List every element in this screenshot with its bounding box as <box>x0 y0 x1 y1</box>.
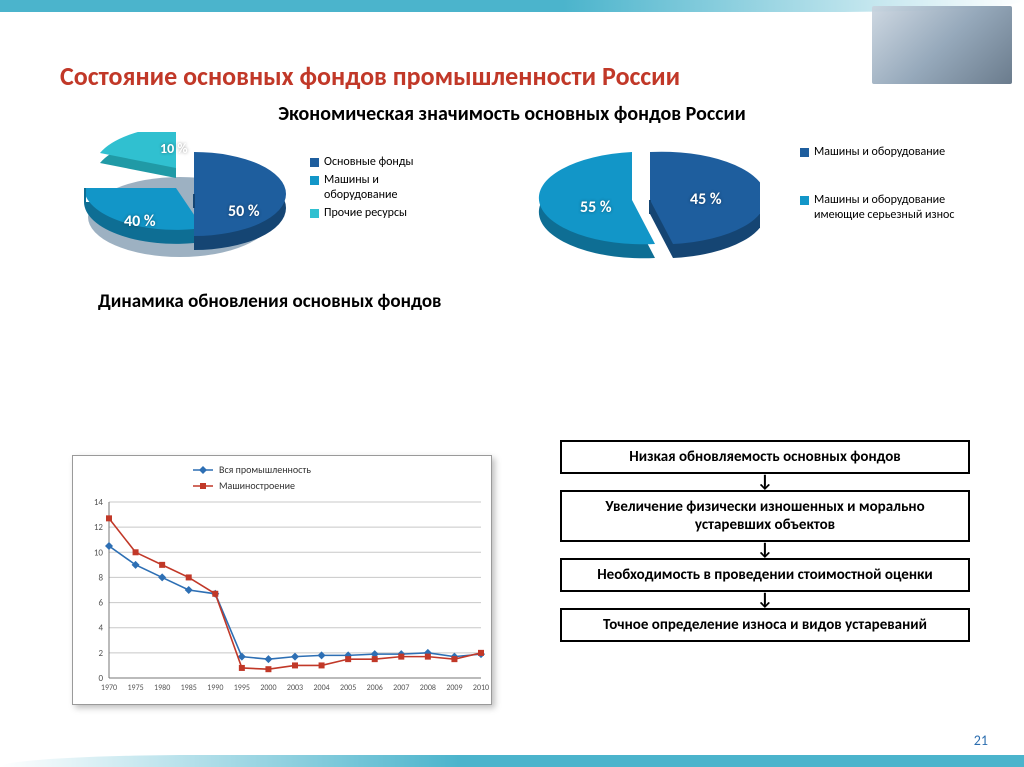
svg-text:2004: 2004 <box>313 683 329 693</box>
flow-box-3: Необходимость в проведении стоимостной о… <box>560 558 970 592</box>
legend-item: Машины и оборудование имеющие серьезный … <box>800 193 970 222</box>
legend-label: Машины и оборудование имеющие серьезный … <box>814 193 954 221</box>
svg-text:6: 6 <box>98 598 103 609</box>
corner-photo-placeholder <box>872 6 1012 84</box>
flow-box-2: Увеличение физически изношенных и мораль… <box>560 490 970 542</box>
svg-text:8: 8 <box>98 572 103 583</box>
legend-item: Машины и оборудование <box>800 145 970 159</box>
svg-text:1975: 1975 <box>127 683 143 693</box>
decor-swoosh-top <box>0 0 1024 12</box>
legend-label: Прочие ресурсы <box>324 206 407 220</box>
svg-text:Машиностроение: Машиностроение <box>219 479 295 492</box>
svg-text:4: 4 <box>98 623 103 634</box>
page-title: Состояние основных фондов промышленности… <box>60 60 680 92</box>
legend-label: Машины и оборудование <box>324 173 398 201</box>
pie2-svg <box>520 140 760 280</box>
svg-text:2007: 2007 <box>393 683 409 693</box>
legend-label: Основные фонды <box>324 155 414 169</box>
svg-text:12: 12 <box>94 522 104 533</box>
section2-heading: Динамика обновления основных фондов <box>98 290 441 313</box>
pie1-label-50: 50 % <box>228 202 260 221</box>
svg-text:2010: 2010 <box>473 683 489 693</box>
svg-text:1970: 1970 <box>101 683 117 693</box>
subtitle: Экономическая значимость основных фондов… <box>0 102 1024 126</box>
pie1-legend: Основные фонды Машины и оборудование Про… <box>310 155 450 225</box>
legend-spacer <box>800 163 970 189</box>
svg-text:1990: 1990 <box>207 683 223 693</box>
svg-text:1980: 1980 <box>154 683 170 693</box>
flow-arrow: ↓ <box>560 474 970 490</box>
pie-chart-2: 55 % 45 % <box>520 140 760 280</box>
flow-arrow: ↓ <box>560 542 970 558</box>
pie2-label-55: 55 % <box>580 198 612 217</box>
legend-item: Прочие ресурсы <box>310 206 450 220</box>
svg-text:2000: 2000 <box>260 683 276 693</box>
flow-box-4: Точное определение износа и видов устаре… <box>560 608 970 642</box>
legend-item: Машины и оборудование <box>310 173 450 202</box>
svg-text:2: 2 <box>98 648 103 659</box>
pie1-label-10: 10 % <box>160 140 188 157</box>
svg-text:1995: 1995 <box>234 683 250 693</box>
legend-item: Основные фонды <box>310 155 450 169</box>
svg-text:14: 14 <box>94 497 104 508</box>
line-chart-svg: 0246810121419701975198019851990199520002… <box>73 456 491 704</box>
flow-box-1: Низкая обновляемость основных фондов <box>560 440 970 474</box>
svg-text:2008: 2008 <box>420 683 436 693</box>
decor-swoosh-bottom <box>0 755 1024 767</box>
svg-text:1985: 1985 <box>181 683 197 693</box>
pie2-label-45: 45 % <box>690 190 722 209</box>
legend-label: Машины и оборудование <box>814 145 945 159</box>
page-number: 21 <box>974 732 988 749</box>
flowchart: Низкая обновляемость основных фондов ↓ У… <box>560 440 970 642</box>
flow-arrow: ↓ <box>560 592 970 608</box>
svg-text:2009: 2009 <box>446 683 462 693</box>
pie-chart-1: 50 % 40 % 10 % <box>80 132 290 282</box>
line-chart: 0246810121419701975198019851990199520002… <box>72 455 492 705</box>
svg-text:2003: 2003 <box>287 683 303 693</box>
svg-text:2006: 2006 <box>367 683 383 693</box>
svg-text:2005: 2005 <box>340 683 356 693</box>
svg-text:Вся промышленность: Вся промышленность <box>219 463 311 476</box>
pie1-label-40: 40 % <box>124 212 156 231</box>
svg-text:10: 10 <box>94 547 104 558</box>
pie2-legend: Машины и оборудование Машины и оборудова… <box>800 145 970 226</box>
